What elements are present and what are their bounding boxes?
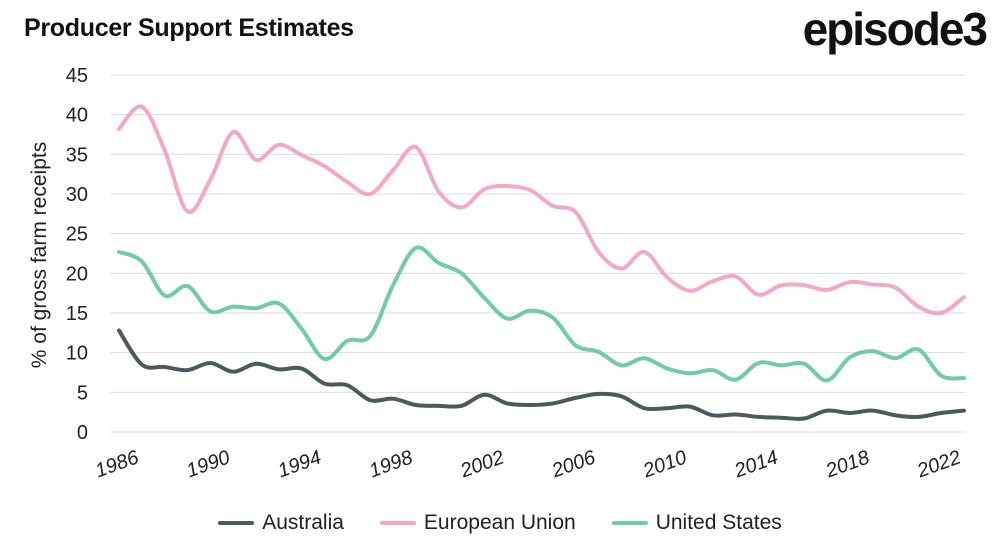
y-tick-label: 30 — [66, 184, 88, 206]
y-tick-label: 5 — [77, 382, 88, 404]
y-tick-label: 10 — [66, 343, 88, 365]
x-tick-label: 1998 — [366, 446, 415, 482]
x-tick-label: 2002 — [457, 446, 507, 482]
legend-swatch — [379, 521, 416, 525]
legend-swatch — [218, 521, 255, 525]
series-line-australia — [117, 328, 966, 421]
y-tick-label: 0 — [77, 422, 88, 444]
x-tick-label: 2018 — [822, 446, 872, 482]
y-tick-label: 35 — [66, 144, 88, 166]
legend-label: European Union — [423, 511, 576, 534]
legend-swatch — [611, 521, 648, 525]
series-line-united-states — [117, 245, 966, 383]
x-axis-ticks: 1986 1990 1994 1998 2002 2006 2010 2014 2018 2022 — [92, 446, 964, 483]
y-axis-ticks: 0 5 10 15 20 25 30 35 40 45 — [66, 65, 88, 444]
y-tick-label: 40 — [66, 105, 88, 127]
y-tick-label: 25 — [66, 224, 88, 246]
legend-item: United States — [611, 511, 782, 535]
x-tick-label: 1986 — [92, 446, 142, 482]
y-tick-label: 45 — [66, 65, 88, 87]
x-tick-label: 1990 — [184, 446, 233, 482]
x-tick-label: 2014 — [731, 446, 781, 482]
x-tick-label: 1994 — [275, 446, 324, 482]
x-tick-label: 2006 — [548, 446, 599, 483]
legend: Australia European Union United States — [0, 508, 1000, 538]
legend-label: Australia — [262, 511, 344, 534]
line-chart: 0 5 10 15 20 25 30 35 40 45 1986 1990 1994 1998 2002 2… — [28, 65, 966, 483]
x-tick-label: 2010 — [639, 446, 689, 482]
legend-label: United States — [655, 511, 782, 534]
series-line-european-union — [117, 104, 966, 316]
y-tick-label: 15 — [66, 303, 88, 325]
legend-item: Australia — [218, 511, 344, 535]
x-tick-label: 2022 — [914, 446, 964, 482]
series-lines — [117, 104, 966, 421]
legend-item: European Union — [379, 511, 576, 535]
y-axis-label: % of gross farm receipts — [28, 142, 51, 368]
chart-title: Producer Support Estimates — [24, 14, 354, 42]
brand-logo: episode3 — [802, 3, 988, 55]
y-tick-label: 20 — [66, 263, 88, 285]
gridlines — [110, 74, 965, 433]
